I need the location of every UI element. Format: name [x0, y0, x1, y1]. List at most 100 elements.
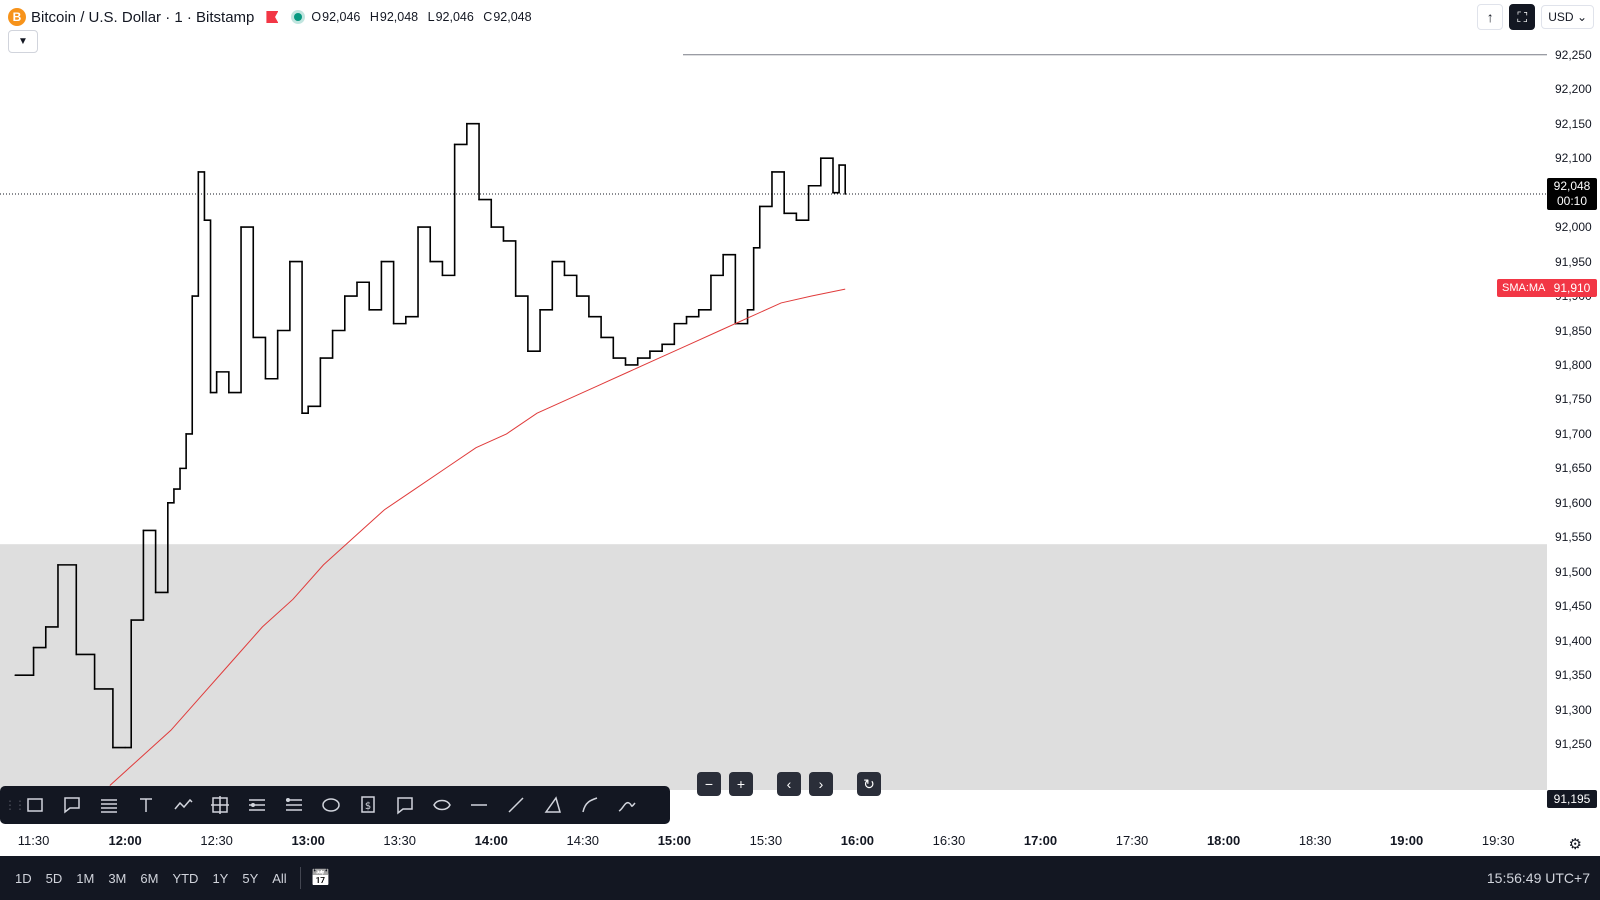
time-tick: 13:30 — [383, 833, 416, 848]
price-tick: 91,250 — [1555, 737, 1592, 752]
horizontal-line-icon[interactable] — [460, 789, 497, 821]
price-point — [215, 371, 218, 373]
arrow-up-icon[interactable]: ↑ — [1477, 4, 1504, 30]
range-button-5d[interactable]: 5D — [45, 870, 63, 886]
time-tick: 18:00 — [1206, 833, 1241, 848]
chevron-down-icon[interactable]: ▼ — [8, 30, 38, 53]
time-tick: 13:00 — [291, 833, 325, 848]
price-point — [179, 467, 181, 470]
sma-value-label: 91,910 — [1547, 279, 1597, 297]
price-point — [795, 219, 798, 222]
range-button-3m[interactable]: 3M — [108, 870, 127, 886]
price-point — [838, 164, 840, 166]
ellipse-icon[interactable] — [312, 789, 349, 821]
price-tick: 91,850 — [1555, 323, 1592, 338]
pattern-icon[interactable] — [164, 789, 201, 821]
reset-chart-icon[interactable]: ↻ — [857, 772, 881, 796]
chart-pane[interactable] — [0, 34, 1547, 824]
fullscreen-icon[interactable]: ⛶ — [1509, 4, 1536, 30]
price-point — [276, 329, 279, 332]
price-point — [819, 157, 822, 159]
range-button-6m[interactable]: 6M — [140, 870, 159, 886]
scroll-right-icon[interactable]: › — [809, 772, 833, 796]
price-point — [167, 502, 169, 504]
price-point — [240, 226, 242, 228]
price-point — [575, 295, 578, 297]
rectangle-icon[interactable] — [16, 789, 53, 821]
price-axis[interactable]: 92,25092,20092,15092,10092,05092,00091,9… — [1547, 34, 1600, 824]
time-tick: 14:30 — [566, 833, 600, 848]
curve-icon[interactable] — [571, 789, 608, 821]
trend-line-icon[interactable] — [497, 789, 534, 821]
price-point — [343, 295, 346, 297]
price-point — [331, 329, 334, 332]
range-button-1y[interactable]: 1Y — [212, 870, 229, 886]
price-point — [588, 315, 590, 318]
range-button-5y[interactable]: 5Y — [242, 870, 259, 886]
range-button-1m[interactable]: 1M — [76, 870, 95, 886]
zoom-out-icon[interactable]: − — [697, 772, 721, 796]
time-tick: 15:30 — [749, 833, 783, 848]
range-buttons: 1D 5D 1M 3M 6M YTD 1Y 5Y All 📅 — [8, 856, 331, 900]
price-tick: 91,650 — [1555, 461, 1592, 476]
price-chart[interactable] — [0, 34, 1547, 824]
price-point — [154, 591, 157, 594]
price-point — [685, 315, 688, 318]
price-point — [368, 309, 371, 311]
price-tick: 92,100 — [1555, 151, 1592, 166]
clock[interactable]: 15:56:49 UTC+7 — [1486, 870, 1590, 886]
price-point — [356, 281, 358, 284]
range-button-all[interactable]: All — [272, 870, 287, 886]
time-axis[interactable]: 11:30 12:00 12:30 13:00 13:30 14:00 14:30 15:00… — [0, 824, 1547, 856]
price-point — [14, 674, 17, 676]
symbol-title[interactable]: Bitcoin / U.S. Dollar · 1 · Bitstamp — [31, 8, 255, 26]
price-series-line[interactable] — [15, 122, 847, 749]
callout-icon[interactable] — [386, 789, 423, 821]
time-tick: 16:30 — [932, 833, 966, 848]
fib-extension-icon[interactable] — [275, 789, 312, 821]
time-tick: 16:00 — [840, 833, 875, 848]
brush-icon[interactable] — [608, 789, 645, 821]
flag-icon[interactable] — [266, 11, 279, 23]
scroll-left-icon[interactable]: ‹ — [777, 772, 801, 796]
crosshair-icon[interactable] — [201, 789, 238, 821]
time-tick: 11:30 — [17, 833, 50, 848]
price-tick: 92,200 — [1555, 82, 1592, 97]
note-icon[interactable] — [53, 789, 90, 821]
price-point — [697, 309, 700, 311]
settings-icon[interactable]: ⚙ — [1568, 836, 1582, 853]
price-tick: 91,600 — [1555, 495, 1592, 510]
time-tick: 12:30 — [200, 833, 233, 848]
price-tick: 91,700 — [1555, 426, 1592, 441]
time-tick: 17:30 — [1115, 833, 1149, 848]
calendar-icon[interactable]: 📅 — [310, 870, 331, 887]
zoom-in-icon[interactable]: + — [729, 772, 753, 796]
price-point — [441, 274, 444, 277]
price-point — [142, 529, 145, 532]
drawing-toolbar: ⋮⋮ $ — [0, 786, 670, 824]
price-point — [228, 391, 230, 394]
triangle-icon[interactable] — [534, 789, 571, 821]
time-tick: 12:00 — [108, 833, 142, 848]
price-label-icon[interactable]: $ — [349, 789, 386, 821]
price-point — [466, 122, 468, 125]
circle-icon[interactable] — [423, 789, 460, 821]
market-status-icon[interactable] — [294, 13, 303, 21]
currency-select[interactable]: USD ⌄ — [1541, 5, 1594, 29]
range-button-ytd[interactable]: YTD — [172, 870, 199, 886]
price-point — [75, 653, 78, 656]
grip-icon[interactable]: ⋮⋮ — [4, 798, 26, 812]
sma-line[interactable] — [109, 288, 846, 786]
parallel-channel-icon[interactable] — [90, 789, 127, 821]
last-price-label: 92,048 00:10 — [1547, 178, 1597, 210]
price-tick: 91,550 — [1555, 530, 1592, 545]
fib-retracement-icon[interactable] — [238, 789, 275, 821]
price-tick: 91,800 — [1555, 357, 1592, 372]
text-icon[interactable] — [127, 789, 164, 821]
price-point — [478, 198, 480, 201]
price-point — [264, 377, 267, 380]
range-button-1d[interactable]: 1D — [15, 870, 32, 886]
price-point — [191, 295, 194, 297]
price-point — [130, 619, 133, 621]
price-point — [124, 746, 126, 749]
